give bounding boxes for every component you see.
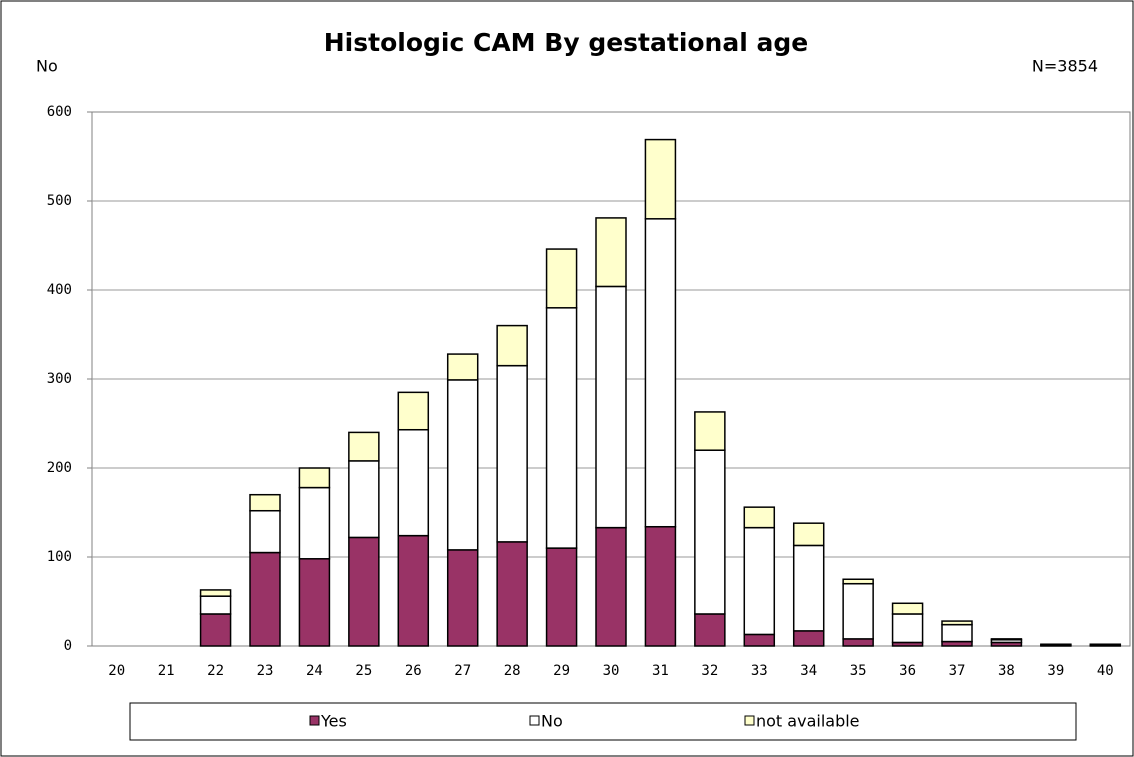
legend-label: No bbox=[541, 712, 563, 731]
bar-segment bbox=[694, 411, 726, 451]
bar-segment bbox=[792, 630, 825, 647]
bar-segment bbox=[545, 547, 578, 647]
legend-swatch bbox=[309, 715, 320, 726]
x-tick-label: 33 bbox=[751, 663, 768, 679]
x-tick-label: 38 bbox=[998, 663, 1015, 679]
bar-segment bbox=[249, 493, 281, 512]
bar-segment bbox=[941, 623, 973, 643]
y-tick-label: 300 bbox=[47, 371, 72, 387]
bar-segment bbox=[595, 526, 627, 647]
bar-segment bbox=[199, 589, 232, 597]
bar-segment bbox=[397, 534, 430, 647]
x-tick-label: 34 bbox=[800, 663, 817, 679]
chart-title: Histologic CAM By gestational age bbox=[324, 28, 808, 57]
bar-segment bbox=[595, 285, 627, 529]
x-tick-label: 28 bbox=[504, 663, 521, 679]
bar-segment bbox=[298, 467, 331, 489]
bar-segment bbox=[595, 217, 627, 288]
legend-label: Yes bbox=[320, 712, 347, 731]
x-tick-label: 22 bbox=[207, 663, 224, 679]
bar-segment bbox=[743, 633, 776, 647]
bar-segment bbox=[348, 536, 380, 647]
bar-segment bbox=[941, 620, 973, 626]
bar-segment bbox=[545, 248, 578, 309]
bar-segment bbox=[792, 522, 825, 547]
bar-segment bbox=[348, 431, 380, 462]
bar-segment bbox=[397, 391, 430, 431]
y-tick-label: 200 bbox=[47, 460, 72, 476]
x-tick-label: 25 bbox=[355, 663, 372, 679]
bar-segment bbox=[842, 582, 874, 640]
bar-segment bbox=[694, 449, 726, 615]
bar-segment bbox=[496, 364, 528, 543]
bar-segment bbox=[496, 541, 528, 647]
y-tick-label: 600 bbox=[47, 104, 72, 120]
x-tick-label: 26 bbox=[405, 663, 422, 679]
x-tick-label: 36 bbox=[899, 663, 916, 679]
y-tick-label: 100 bbox=[47, 549, 72, 565]
bar-segment bbox=[842, 638, 874, 647]
bar-segment bbox=[891, 602, 924, 615]
x-tick-label: 23 bbox=[257, 663, 274, 679]
bar-segment bbox=[694, 613, 726, 647]
y-axis-label: No bbox=[36, 57, 58, 76]
x-tick-label: 35 bbox=[850, 663, 867, 679]
bar-segment bbox=[249, 551, 281, 647]
bar-segment bbox=[792, 544, 825, 632]
bar-segment bbox=[446, 379, 479, 551]
x-tick-label: 31 bbox=[652, 663, 669, 679]
bar-segment bbox=[446, 549, 479, 647]
x-tick-label: 29 bbox=[553, 663, 570, 679]
bar-segment bbox=[397, 428, 430, 537]
legend-swatch bbox=[744, 715, 755, 726]
x-tick-label: 40 bbox=[1097, 663, 1114, 679]
x-tick-label: 20 bbox=[108, 663, 125, 679]
y-tick-label: 500 bbox=[47, 193, 72, 209]
legend-label: not available bbox=[756, 712, 860, 731]
x-tick-label: 37 bbox=[949, 663, 966, 679]
bar-segment bbox=[743, 526, 776, 636]
y-tick-label: 400 bbox=[47, 282, 72, 298]
legend bbox=[129, 702, 1077, 741]
bar-segment bbox=[644, 138, 677, 220]
bar-segment bbox=[1089, 643, 1122, 646]
bar-segment bbox=[842, 578, 874, 585]
bar-segment bbox=[743, 506, 776, 529]
bar-segment bbox=[199, 613, 232, 647]
annotation: N=3854 bbox=[1032, 57, 1098, 76]
bar-segment bbox=[249, 509, 281, 554]
x-tick-label: 32 bbox=[701, 663, 718, 679]
bar-segment bbox=[1040, 643, 1072, 646]
bar-segment bbox=[644, 525, 677, 647]
bar-segment bbox=[496, 324, 528, 367]
y-tick-label: 0 bbox=[64, 638, 72, 654]
bar-segment bbox=[199, 595, 232, 615]
x-tick-label: 30 bbox=[603, 663, 620, 679]
bar-segment bbox=[348, 460, 380, 539]
bar-segment bbox=[298, 558, 331, 647]
bar-segment bbox=[891, 613, 924, 644]
x-tick-label: 21 bbox=[158, 663, 175, 679]
bar-segment bbox=[644, 218, 677, 528]
bar-segment bbox=[446, 353, 479, 381]
bar-segment bbox=[298, 486, 331, 560]
bar-segment bbox=[545, 307, 578, 549]
legend-swatch bbox=[529, 715, 540, 726]
bar-segment bbox=[990, 638, 1023, 641]
x-tick-label: 24 bbox=[306, 663, 323, 679]
x-tick-label: 27 bbox=[454, 663, 471, 679]
x-tick-label: 39 bbox=[1047, 663, 1064, 679]
